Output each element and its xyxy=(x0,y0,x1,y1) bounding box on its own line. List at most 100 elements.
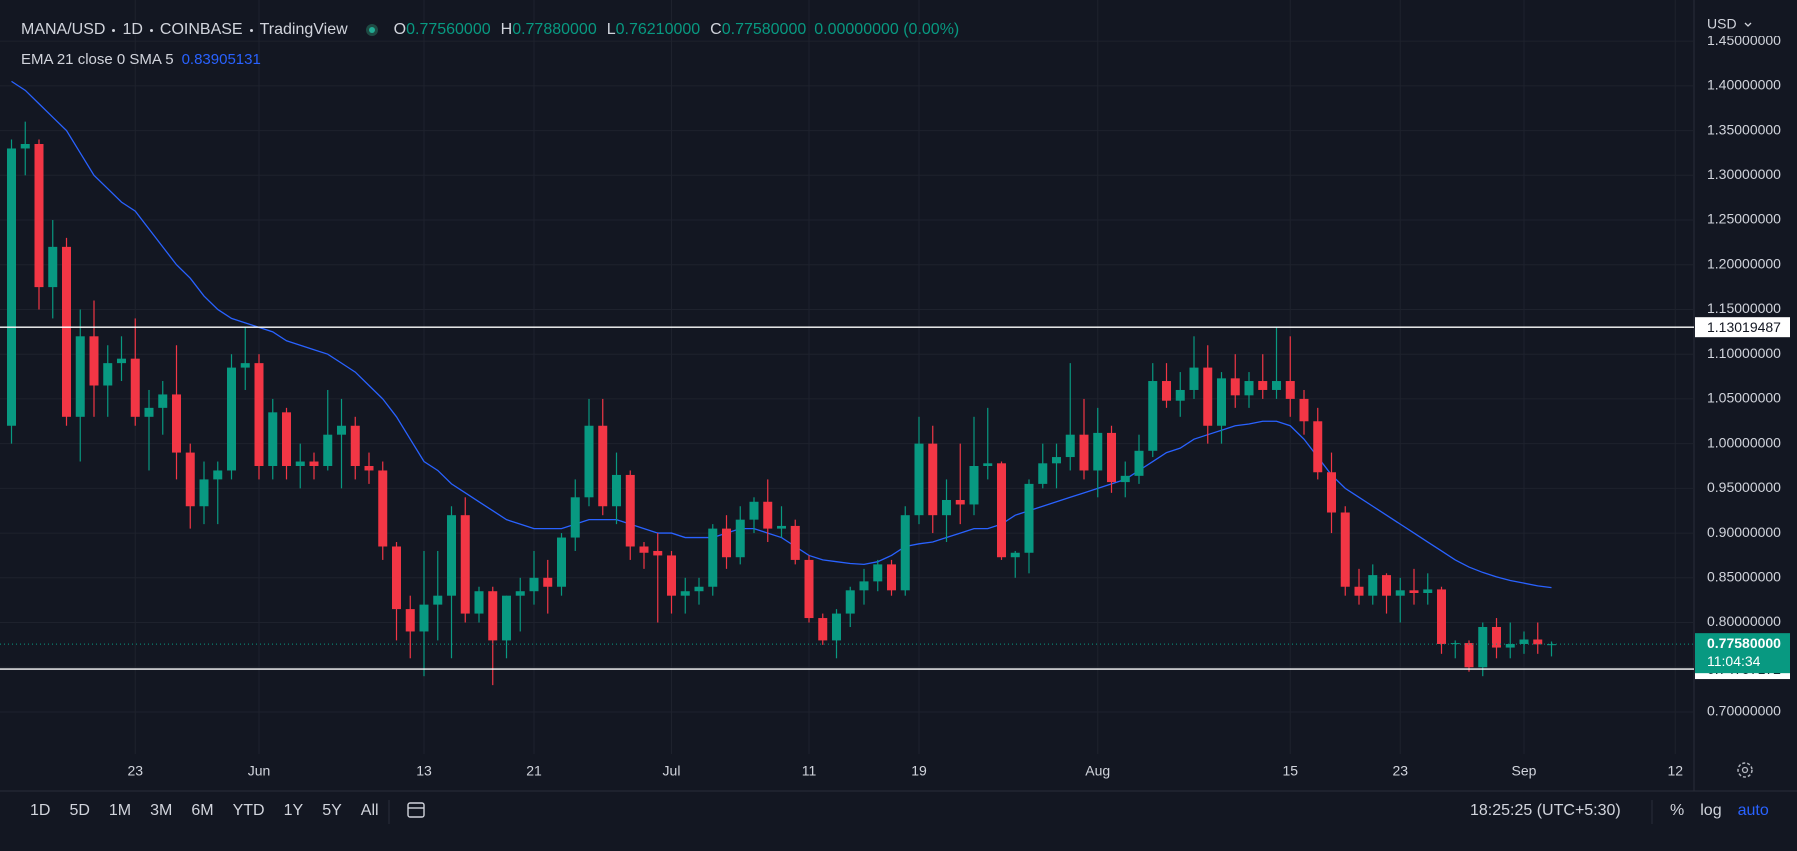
ohlc-key: C xyxy=(710,21,722,38)
x-tick-label: 12 xyxy=(1667,763,1683,779)
candle-body xyxy=(117,358,126,364)
last-price-label: 0.77580000 xyxy=(1707,635,1781,651)
candle-body xyxy=(474,591,484,614)
separator-dot xyxy=(249,28,253,32)
candle-body xyxy=(1285,381,1295,399)
y-tick-label: 1.15000000 xyxy=(1707,300,1781,316)
indicator-value: 0.83905131 xyxy=(181,50,261,68)
candle-body xyxy=(1313,421,1323,473)
candle-body xyxy=(1024,483,1034,553)
candle-body xyxy=(955,499,965,505)
plot-background xyxy=(0,0,1694,754)
ohlc-values: O 0.77560000 H 0.77880000 L 0.76210000 C 0.7758… xyxy=(394,21,807,39)
y-tick-label: 1.25000000 xyxy=(1707,211,1781,227)
candle-body xyxy=(364,465,374,471)
candle-body xyxy=(1052,457,1061,464)
candle-body xyxy=(1382,575,1391,596)
y-tick-label: 0.70000000 xyxy=(1707,703,1781,719)
range-button[interactable]: All xyxy=(360,802,379,819)
range-button[interactable]: 3M xyxy=(150,802,173,819)
last-price-box xyxy=(1695,633,1790,674)
candle-body xyxy=(1327,472,1336,513)
candle-body xyxy=(1395,590,1405,596)
candle-body xyxy=(75,336,85,417)
candle-body xyxy=(1368,575,1378,596)
ohlc-value: 0.77580000 xyxy=(721,21,807,38)
candle-body xyxy=(1107,432,1116,483)
x-tick-label: Jul xyxy=(663,763,681,779)
x-tick-label: 19 xyxy=(911,763,927,779)
candle-body xyxy=(694,586,704,592)
candle-body xyxy=(48,246,58,288)
candle-body xyxy=(213,470,223,480)
scale-option[interactable]: % xyxy=(1670,802,1685,819)
candle-body xyxy=(502,595,511,641)
scale-option[interactable]: log xyxy=(1700,802,1722,819)
interval: 1D xyxy=(122,21,143,38)
candle-body xyxy=(240,363,250,368)
range-button[interactable]: 1Y xyxy=(283,802,304,819)
candle-body xyxy=(997,463,1006,558)
x-tick-label: 13 xyxy=(416,763,432,779)
range-button[interactable]: 5D xyxy=(69,802,90,819)
candle-body xyxy=(612,474,621,507)
range-button[interactable]: 5Y xyxy=(322,802,342,819)
time: 18:25:25 (UTC+5:30) xyxy=(1470,802,1621,819)
ohlc-key: L xyxy=(606,21,616,38)
candle-body xyxy=(859,581,869,591)
candle-body xyxy=(1299,398,1309,422)
currency-background xyxy=(1695,12,1795,36)
candle-body xyxy=(570,497,580,538)
x-tick-label: 23 xyxy=(127,763,143,779)
ohlc-value: 0.77880000 xyxy=(512,21,597,38)
candle-body xyxy=(914,443,924,516)
candle-body xyxy=(1547,644,1556,646)
candle-body xyxy=(254,363,264,466)
candle-body xyxy=(1423,589,1433,594)
candle-body xyxy=(1079,434,1089,471)
separator-dot xyxy=(149,28,153,32)
range-button[interactable]: 1M xyxy=(108,802,132,819)
candle-body xyxy=(804,559,814,619)
ohlc-key: O xyxy=(393,21,407,38)
candle-body xyxy=(1478,626,1488,668)
candle-body xyxy=(1162,381,1171,401)
candle-body xyxy=(1093,432,1103,471)
candle-body xyxy=(323,434,333,466)
y-tick-label: 1.20000000 xyxy=(1707,255,1781,271)
candle-body xyxy=(873,564,883,582)
range-button[interactable]: 1D xyxy=(30,802,51,819)
candle-body xyxy=(158,394,168,408)
ohlc-key: H xyxy=(500,21,513,38)
y-tick-label: 1.10000000 xyxy=(1707,345,1781,361)
candle-body xyxy=(983,463,993,466)
candle-body xyxy=(1065,434,1075,458)
candle-body xyxy=(777,525,786,529)
range-button[interactable]: YTD xyxy=(232,802,265,819)
candle-body xyxy=(1189,367,1199,390)
candle-body xyxy=(722,528,731,558)
candle-body xyxy=(845,590,855,614)
candle-body xyxy=(1010,552,1020,558)
exchange: COINBASE xyxy=(159,21,243,38)
candle-body xyxy=(1230,378,1240,396)
candle-body xyxy=(1492,626,1501,648)
candle-body xyxy=(625,474,635,547)
candle-body xyxy=(735,519,745,558)
range-toolbar: 1D 5D 1M 3M 6M YTD 1Y 5Y All xyxy=(30,800,398,822)
candle-body xyxy=(488,591,498,641)
y-tick-label: 1.40000000 xyxy=(1707,77,1781,93)
candle-body xyxy=(227,367,236,471)
candle-body xyxy=(818,618,828,641)
range-button[interactable]: 6M xyxy=(191,802,214,819)
candle-body xyxy=(1409,590,1419,594)
indicator-label: EMA 21 close 0 SMA 5 xyxy=(21,50,174,68)
candle-body xyxy=(1134,450,1144,476)
clock: 18:25:25 (UTC+5:30) xyxy=(1470,800,1621,822)
candle-body xyxy=(515,591,525,596)
indicator-line xyxy=(11,80,1552,589)
candle-body xyxy=(763,501,773,529)
x-tick-label: 23 xyxy=(1392,763,1408,779)
settings-icon xyxy=(1737,762,1753,778)
scale-option[interactable]: auto xyxy=(1737,802,1769,819)
